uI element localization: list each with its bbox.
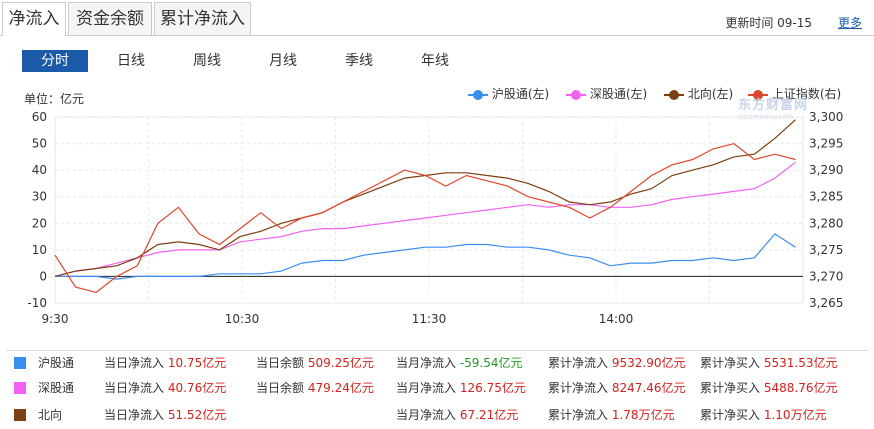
tab-net-inflow[interactable]: 净流入 <box>2 2 66 36</box>
y-left-tick: 40 <box>32 163 47 177</box>
daily-inflow: 当日净流入 10.75亿元 <box>104 356 227 370</box>
flow-line-chart: 60 50 40 30 20 10 0 -10 3,300 3,295 3,290 3,285 3,28… <box>27 110 843 326</box>
more-link[interactable]: 更多 <box>837 16 862 30</box>
period-daily[interactable]: 日线 <box>117 53 145 69</box>
daily-balance: 当日余额 509.25亿元 <box>256 356 374 370</box>
cumulative-buy: 累计净买入 5488.76亿元 <box>700 381 838 395</box>
chart-axis-labels: 60 50 40 30 20 10 0 -10 3,300 3,295 3,290 3,285 3,28… <box>27 110 843 326</box>
period-quarterly[interactable]: 季线 <box>345 53 373 69</box>
legend-label: 深股通(左) <box>589 87 648 101</box>
series-swatch-icon <box>14 357 26 369</box>
legend-item-index[interactable]: 上证指数(右) <box>748 85 841 102</box>
chart-series <box>54 119 796 294</box>
legend-label: 沪股通(左) <box>491 87 550 101</box>
y-left-tick: -10 <box>27 296 47 310</box>
cumulative-inflow: 累计净流入 1.78万亿元 <box>548 408 675 422</box>
x-tick: 14:00 <box>599 312 634 326</box>
chart-grid <box>54 116 804 304</box>
y-left-tick: 10 <box>32 243 47 257</box>
row-name: 沪股通 <box>38 356 75 370</box>
daily-balance: 当日余额 479.24亿元 <box>256 381 374 395</box>
period-weekly[interactable]: 周线 <box>193 53 221 69</box>
x-tick: 11:30 <box>412 312 447 326</box>
y-left-tick: 50 <box>32 137 47 151</box>
y-right-tick: 3,295 <box>809 137 843 151</box>
legend-label: 北向(左) <box>687 87 734 101</box>
y-right-tick: 3,290 <box>809 163 843 177</box>
y-left-tick: 60 <box>32 110 47 124</box>
series-line-3 <box>54 142 796 294</box>
y-left-tick: 30 <box>32 190 47 204</box>
y-right-tick: 3,280 <box>809 216 843 230</box>
cumulative-inflow: 累计净流入 9532.90亿元 <box>548 356 686 370</box>
y-right-tick: 3,300 <box>809 110 843 124</box>
monthly-inflow: 当月净流入 -59.54亿元 <box>396 356 523 370</box>
x-tick: 9:30 <box>42 312 69 326</box>
monthly-inflow: 当月净流入 67.21亿元 <box>396 408 519 422</box>
tab-bar: 净流入 资金余额 累计净流入 更新时间 09-15 更多 <box>0 0 874 36</box>
unit-label: 单位：亿元 <box>24 92 85 106</box>
legend-item-sh[interactable]: 沪股通(左) <box>468 85 549 102</box>
legend-label: 上证指数(右) <box>771 87 842 101</box>
period-monthly[interactable]: 月线 <box>269 53 297 69</box>
period-yearly[interactable]: 年线 <box>421 53 449 69</box>
tab-cumulative-inflow[interactable]: 累计净流入 <box>154 2 251 35</box>
series-line-0 <box>55 233 796 280</box>
y-right-tick: 3,265 <box>809 296 843 310</box>
daily-inflow: 当日净流入 51.52亿元 <box>104 408 227 422</box>
monthly-inflow: 当月净流入 126.75亿元 <box>396 381 526 395</box>
cumulative-buy: 累计净买入 1.10万亿元 <box>700 408 827 422</box>
series-line-1 <box>54 161 796 277</box>
table-row-sz: 深股通 当日净流入 40.76亿元 当日余额 479.24亿元 当月净流入 12… <box>6 376 868 400</box>
table-row-north: 北向 当日净流入 51.52亿元 当月净流入 67.21亿元 累计净流入 1.7… <box>6 403 868 427</box>
update-time: 更新时间 09-15 <box>725 16 812 30</box>
legend-marker-icon <box>468 89 488 100</box>
legend-marker-icon <box>748 89 768 100</box>
legend-item-north[interactable]: 北向(左) <box>664 85 733 102</box>
tab-underline <box>0 35 874 36</box>
tab-fund-balance[interactable]: 资金余额 <box>68 2 152 35</box>
cumulative-inflow: 累计净流入 8247.46亿元 <box>548 381 686 395</box>
y-left-tick: 0 <box>39 269 47 283</box>
series-swatch-icon <box>14 409 26 421</box>
y-right-tick: 3,275 <box>809 243 843 257</box>
row-name: 北向 <box>38 408 63 422</box>
period-intraday[interactable]: 分时 <box>22 50 88 72</box>
row-name: 深股通 <box>38 381 75 395</box>
legend-item-sz[interactable]: 深股通(左) <box>566 85 647 102</box>
x-tick: 10:30 <box>225 312 260 326</box>
legend-marker-icon <box>664 89 684 100</box>
daily-inflow: 当日净流入 40.76亿元 <box>104 381 227 395</box>
table-row-sh: 沪股通 当日净流入 10.75亿元 当日余额 509.25亿元 当月净流入 -5… <box>6 350 868 375</box>
y-right-tick: 3,285 <box>809 190 843 204</box>
y-right-tick: 3,270 <box>809 269 843 283</box>
y-left-tick: 20 <box>32 216 47 230</box>
series-swatch-icon <box>14 382 26 394</box>
cumulative-buy: 累计净买入 5531.53亿元 <box>700 356 838 370</box>
legend-marker-icon <box>566 89 586 100</box>
